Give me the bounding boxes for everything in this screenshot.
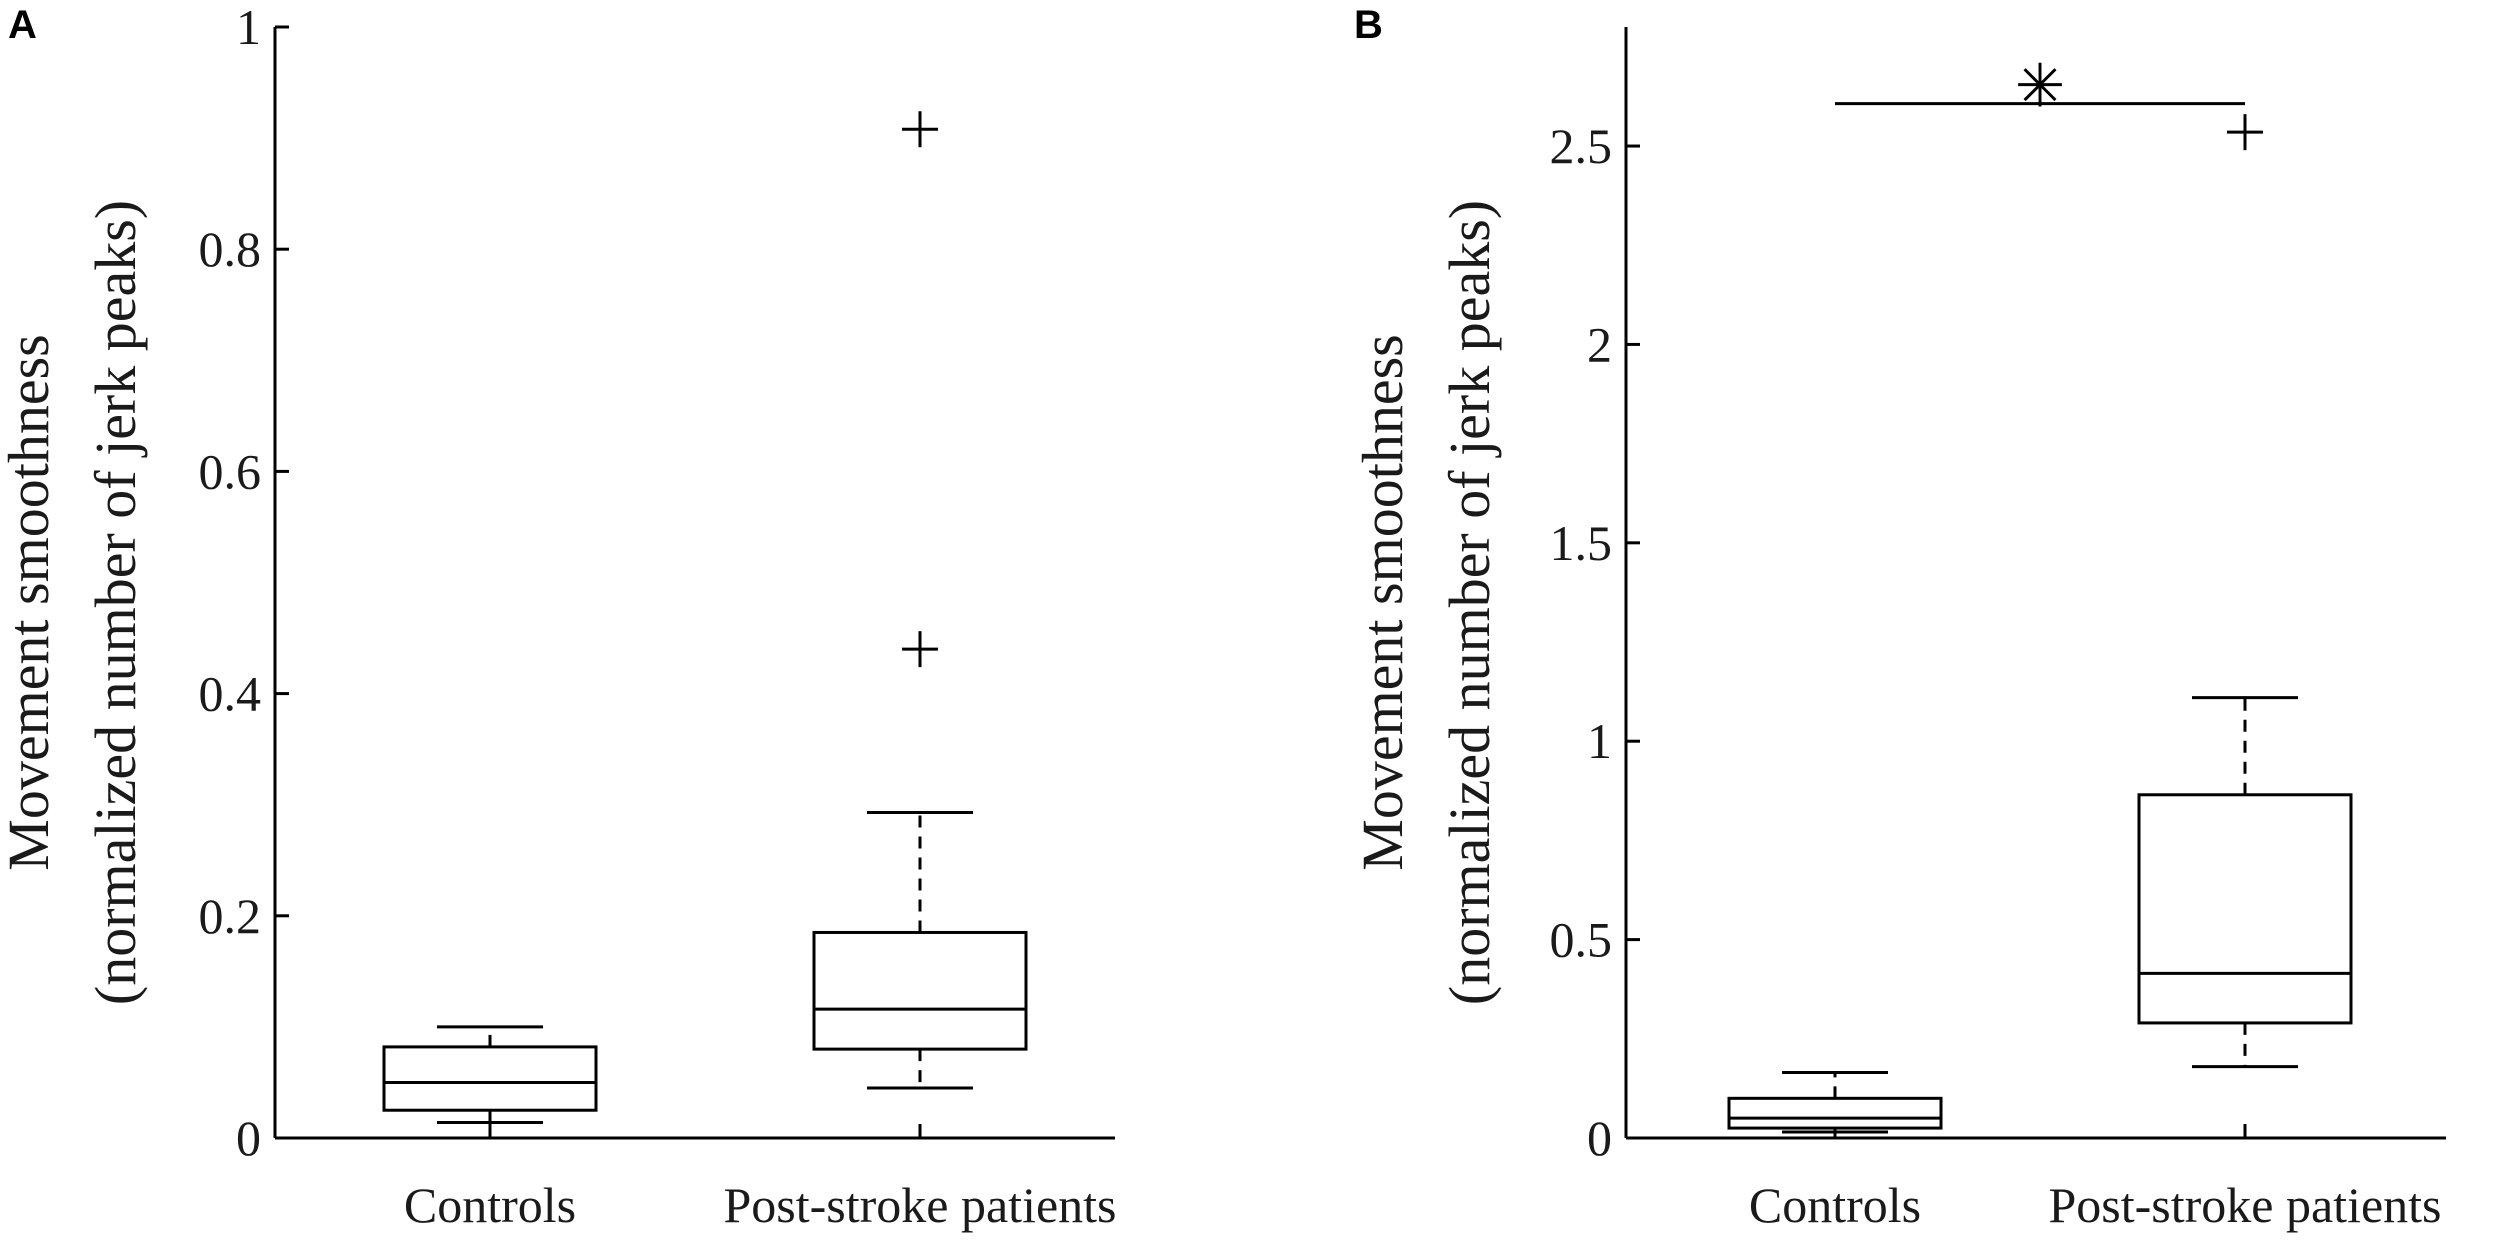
box-plot-controls <box>382 1025 598 1124</box>
y-tick-label: 0.6 <box>199 443 262 499</box>
y-tick-label: 1 <box>236 0 261 55</box>
iqr-box <box>1727 1096 1943 1130</box>
box-plot-controls <box>1727 1071 1943 1134</box>
iqr-box <box>382 1045 598 1112</box>
outlier-marker <box>2227 114 2263 151</box>
x-category-label: Post-stroke patients <box>2048 1177 2441 1233</box>
y-tick-label: 2 <box>1587 316 1612 372</box>
y-tick-label: 0 <box>236 1110 261 1166</box>
y-tick-label: 1.5 <box>1550 515 1613 571</box>
y-axis-title: Movement smoothness <box>1350 334 1415 870</box>
panel-label: A <box>8 3 37 47</box>
panel-b: B 0 0.5 1 1.5 2 2.5 Controls Post-stroke patient… <box>1350 3 2446 1233</box>
box-plot-patients <box>812 111 1028 1090</box>
y-tick-label: 0 <box>1587 1110 1612 1166</box>
outlier-marker <box>902 111 938 148</box>
y-tick-label: 1 <box>1587 713 1612 769</box>
y-axis-title: Movement smoothness <box>0 334 61 870</box>
y-tick-label: 0.4 <box>199 666 262 722</box>
x-category-label: Controls <box>404 1177 576 1233</box>
y-tick-label: 2.5 <box>1550 118 1613 174</box>
significance-star: ✳ <box>2015 52 2065 122</box>
y-axis-title: (normalized number of jerk peaks) <box>83 200 148 1005</box>
x-category-label: Controls <box>1749 1177 1921 1233</box>
outlier-marker <box>902 631 938 668</box>
iqr-box <box>812 930 1028 1051</box>
box-plot-patients <box>2137 114 2353 1069</box>
panel-a: A 0 0.2 0.4 0.6 0.8 1 Controls Post-stroke patie… <box>0 0 1117 1233</box>
y-tick-label: 0.2 <box>199 888 262 944</box>
y-tick-label: 0.8 <box>199 221 262 277</box>
y-axis-title: (normalized number of jerk peaks) <box>1437 200 1502 1005</box>
x-category-label: Post-stroke patients <box>723 1177 1116 1233</box>
panel-label: B <box>1354 3 1383 47</box>
y-tick-label: 0.5 <box>1550 912 1613 968</box>
iqr-box <box>2137 793 2353 1025</box>
